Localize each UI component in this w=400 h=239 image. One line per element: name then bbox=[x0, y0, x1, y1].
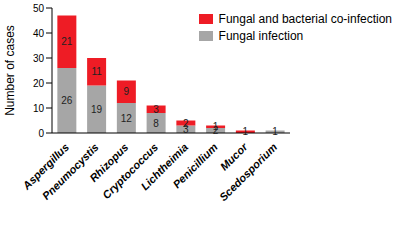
svg-text:20: 20 bbox=[33, 78, 45, 89]
svg-text:1: 1 bbox=[272, 126, 278, 137]
svg-text:8: 8 bbox=[153, 118, 159, 129]
svg-text:10: 10 bbox=[33, 103, 45, 114]
svg-text:Scedosporium: Scedosporium bbox=[217, 141, 280, 204]
svg-text:Mucor: Mucor bbox=[217, 140, 250, 173]
svg-text:50: 50 bbox=[33, 3, 45, 14]
svg-text:2: 2 bbox=[183, 118, 189, 129]
svg-text:40: 40 bbox=[33, 28, 45, 39]
svg-text:3: 3 bbox=[183, 123, 189, 135]
svg-text:1: 1 bbox=[243, 126, 249, 137]
svg-text:Pneumocystis: Pneumocystis bbox=[39, 140, 101, 202]
svg-text:3: 3 bbox=[153, 104, 159, 115]
svg-text:11: 11 bbox=[91, 66, 102, 77]
svg-text:Number of cases: Number of cases bbox=[8, 25, 17, 116]
svg-text:9: 9 bbox=[124, 86, 130, 97]
svg-text:30: 30 bbox=[33, 53, 45, 64]
html-text:Fungal infection: Fungal infection bbox=[218, 29, 304, 43]
svg-text:Lichtheimia: Lichtheimia bbox=[138, 140, 191, 193]
svg-text:1: 1 bbox=[213, 121, 219, 132]
svg-text:Aspergillus: Aspergillus bbox=[20, 140, 72, 192]
html-text:Fungal and bacterial co-infect: Fungal and bacterial co-infection bbox=[218, 12, 392, 26]
svg-text:21: 21 bbox=[61, 36, 73, 47]
svg-text:26: 26 bbox=[61, 95, 73, 106]
svg-text:Penicillium: Penicillium bbox=[170, 141, 220, 191]
svg-text:19: 19 bbox=[91, 104, 103, 115]
svg-text:Rhizopus: Rhizopus bbox=[87, 140, 131, 185]
svg-text:Cryptococcus: Cryptococcus bbox=[100, 140, 161, 202]
svg-text:12: 12 bbox=[121, 113, 133, 124]
svg-text:0: 0 bbox=[38, 128, 44, 139]
